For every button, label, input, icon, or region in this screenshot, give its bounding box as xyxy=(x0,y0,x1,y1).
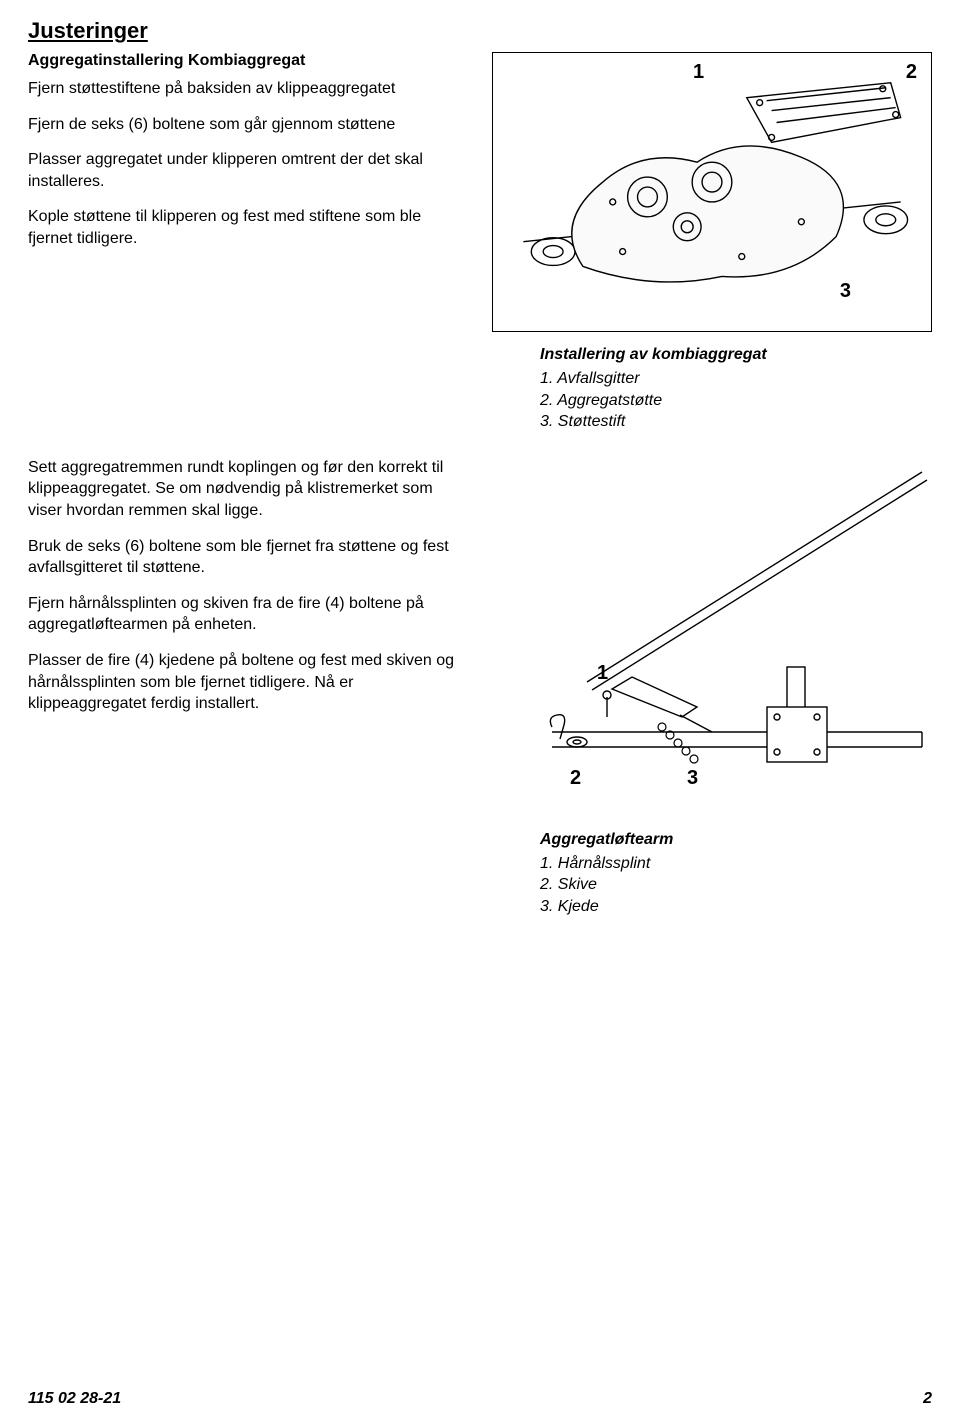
section-1-para-3: Plasser aggregatet under klipperen omtre… xyxy=(28,149,468,192)
section-2-para-1: Sett aggregatremmen rundt koplingen og f… xyxy=(28,457,468,522)
figure-1-callout-3: 3 xyxy=(840,280,851,303)
figure-2-caption-item-2: 2. Skive xyxy=(540,874,932,896)
figure-2-svg xyxy=(492,457,932,817)
section-1-para-1: Fjern støttestiftene på baksiden av klip… xyxy=(28,78,468,100)
figure-1-svg xyxy=(493,53,931,331)
figure-1: 1 2 3 xyxy=(492,52,932,332)
figure-1-caption: Installering av kombiaggregat 1. Avfalls… xyxy=(540,346,932,433)
section-1-heading: Aggregatinstallering Kombiaggregat xyxy=(28,52,468,70)
section-1-figure-col: 1 2 3 Installering av kombiaggregat 1. A… xyxy=(492,52,932,433)
footer-page-number: 2 xyxy=(923,1390,932,1408)
figure-2-caption-title: Aggregatløftearm xyxy=(540,831,932,849)
figure-1-caption-item-3: 3. Støttestift xyxy=(540,411,932,433)
section-2: Sett aggregatremmen rundt koplingen og f… xyxy=(28,457,932,918)
figure-1-caption-item-2: 2. Aggregatstøtte xyxy=(540,390,932,412)
figure-1-caption-item-1: 1. Avfallsgitter xyxy=(540,368,932,390)
section-1-text: Aggregatinstallering Kombiaggregat Fjern… xyxy=(28,52,468,433)
figure-2-caption-item-1: 1. Hårnålssplint xyxy=(540,853,932,875)
figure-2-caption-item-3: 3. Kjede xyxy=(540,896,932,918)
figure-1-callout-1: 1 xyxy=(693,61,704,84)
section-2-para-4: Plasser de fire (4) kjedene på boltene o… xyxy=(28,650,468,715)
figure-2-callout-3: 3 xyxy=(687,767,698,790)
page-footer: 115 02 28-21 2 xyxy=(28,1390,932,1408)
section-1: Aggregatinstallering Kombiaggregat Fjern… xyxy=(28,52,932,433)
section-2-text: Sett aggregatremmen rundt koplingen og f… xyxy=(28,457,468,918)
figure-1-caption-title: Installering av kombiaggregat xyxy=(540,346,932,364)
section-2-para-3: Fjern hårnålssplinten og skiven fra de f… xyxy=(28,593,468,636)
figure-2-callout-2: 2 xyxy=(570,767,581,790)
figure-2: 1 2 3 xyxy=(492,457,932,817)
figure-2-callout-1: 1 xyxy=(597,662,608,685)
page-title: Justeringer xyxy=(28,18,932,44)
section-2-figure-col: 1 2 3 Aggregatløftearm 1. Hårnålssplint … xyxy=(492,457,932,918)
footer-doc-number: 115 02 28-21 xyxy=(28,1390,121,1408)
figure-2-caption: Aggregatløftearm 1. Hårnålssplint 2. Ski… xyxy=(540,831,932,918)
section-2-para-2: Bruk de seks (6) boltene som ble fjernet… xyxy=(28,536,468,579)
figure-1-callout-2: 2 xyxy=(906,61,917,84)
section-1-para-4: Kople støttene til klipperen og fest med… xyxy=(28,206,468,249)
section-1-para-2: Fjern de seks (6) boltene som går gjenno… xyxy=(28,114,468,136)
